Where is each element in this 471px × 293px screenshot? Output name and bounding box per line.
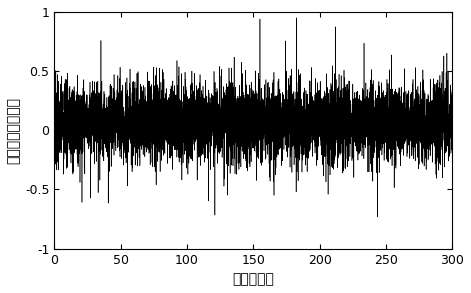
- Y-axis label: 运动位移（像素）: 运动位移（像素）: [7, 97, 21, 164]
- X-axis label: 时间（秒）: 时间（秒）: [232, 272, 274, 286]
